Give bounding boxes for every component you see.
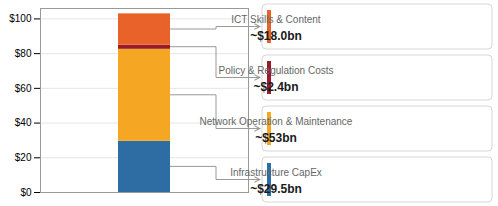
svg-text:ICT Skills & Content: ICT Skills & Content <box>231 14 321 25</box>
svg-text:$80: $80 <box>15 48 32 59</box>
svg-text:$40: $40 <box>15 117 32 128</box>
svg-text:Network Operation & Maintenanc: Network Operation & Maintenance <box>200 116 353 127</box>
svg-text:$20: $20 <box>15 152 32 163</box>
svg-text:$100: $100 <box>9 13 32 24</box>
svg-text:$60: $60 <box>15 83 32 94</box>
svg-text:~$2.4bn: ~$2.4bn <box>253 80 298 94</box>
svg-text:Infrastructure CapEx: Infrastructure CapEx <box>230 167 322 178</box>
svg-text:Policy & Regulation Costs: Policy & Regulation Costs <box>218 65 333 76</box>
svg-text:~$29.5bn: ~$29.5bn <box>250 182 302 196</box>
svg-text:~$18.0bn: ~$18.0bn <box>250 29 302 43</box>
svg-text:$0: $0 <box>20 187 32 198</box>
svg-text:~$53bn: ~$53bn <box>255 131 297 145</box>
